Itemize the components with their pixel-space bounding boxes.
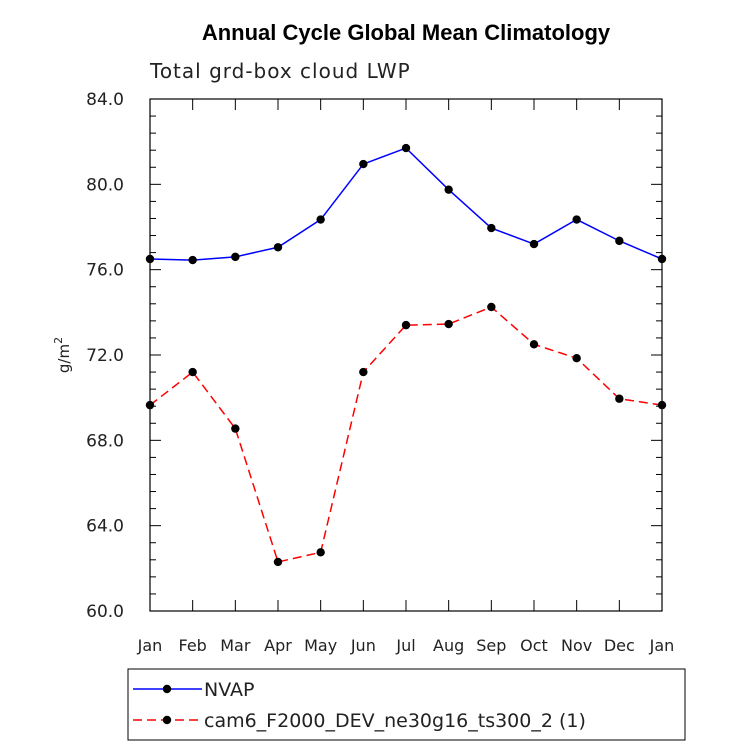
y-axis-label: g/m2 (52, 337, 73, 373)
data-point (487, 223, 496, 233)
series-1 (145, 302, 667, 567)
y-tick-label: 72.0 (86, 346, 124, 366)
data-point (529, 340, 539, 349)
y-tick-label: 76.0 (86, 261, 124, 281)
data-point (188, 255, 197, 265)
data-point (444, 185, 453, 194)
series-line (149, 147, 663, 261)
x-tick-label: Sep (476, 636, 506, 655)
y-axis-label-unit: g/m (55, 344, 73, 373)
x-tick-label: Jan (137, 636, 163, 655)
x-tick-label: Aug (433, 636, 464, 655)
y-axis-label-exponent: 2 (52, 337, 65, 344)
data-point (487, 302, 496, 312)
legend-label: NVAP (204, 679, 254, 701)
y-tick-label: 64.0 (86, 517, 124, 537)
x-tick-label: May (304, 636, 337, 655)
data-point (401, 320, 411, 330)
plot-axes (149, 98, 663, 612)
data-point (316, 548, 325, 557)
series-line (149, 306, 663, 563)
data-point (615, 394, 624, 403)
data-point (401, 143, 411, 153)
data-point (231, 252, 240, 262)
chart-title: Annual Cycle Global Mean Climatology (202, 20, 611, 45)
data-point (316, 215, 325, 224)
data-point (359, 367, 368, 377)
series-layer (145, 143, 667, 567)
x-tick-label: Oct (520, 636, 548, 655)
x-tick-label: Apr (264, 636, 292, 655)
data-point (145, 400, 155, 410)
data-point (615, 236, 624, 246)
series-0 (145, 143, 667, 265)
data-point (188, 367, 197, 377)
x-tick-label: Feb (179, 636, 207, 655)
x-tick-label: Jul (395, 636, 415, 655)
data-point (657, 254, 667, 264)
data-point (529, 239, 539, 249)
x-tick-label: Nov (561, 636, 592, 655)
data-point (231, 424, 240, 433)
legend-marker (162, 684, 172, 694)
data-point (572, 215, 581, 224)
y-tick-label: 68.0 (86, 431, 124, 451)
x-tick-label: Jan (649, 636, 675, 655)
data-point (273, 557, 283, 567)
x-axis-ticks: Jan Feb Mar Apr May Jun Jul Aug Sep Oct Nov Dec Jan (137, 99, 675, 655)
data-point (145, 254, 155, 264)
y-tick-label: 60.0 (86, 602, 124, 622)
y-tick-label: 84.0 (86, 90, 124, 110)
plot-frame (149, 98, 663, 612)
data-point (444, 319, 453, 329)
legend-marker (162, 715, 172, 725)
x-tick-label: Dec (604, 636, 635, 655)
y-axis-ticks: 60.0 64.0 68.0 72.0 76.0 80.0 84.0 (86, 90, 662, 622)
legend-box (127, 668, 686, 741)
data-point (657, 400, 667, 410)
chart-subtitle: Total grd-box cloud LWP (149, 59, 411, 83)
legend: NVAP cam6_F2000_DEV_ne30g16_ts300_2 (1) (127, 668, 686, 741)
x-tick-label: Jun (350, 636, 376, 655)
data-point (572, 354, 581, 363)
x-tick-label: Mar (220, 636, 251, 655)
y-tick-label: 80.0 (86, 175, 124, 195)
data-point (359, 159, 368, 169)
legend-label: cam6_F2000_DEV_ne30g16_ts300_2 (1) (204, 710, 586, 732)
data-point (273, 243, 283, 252)
